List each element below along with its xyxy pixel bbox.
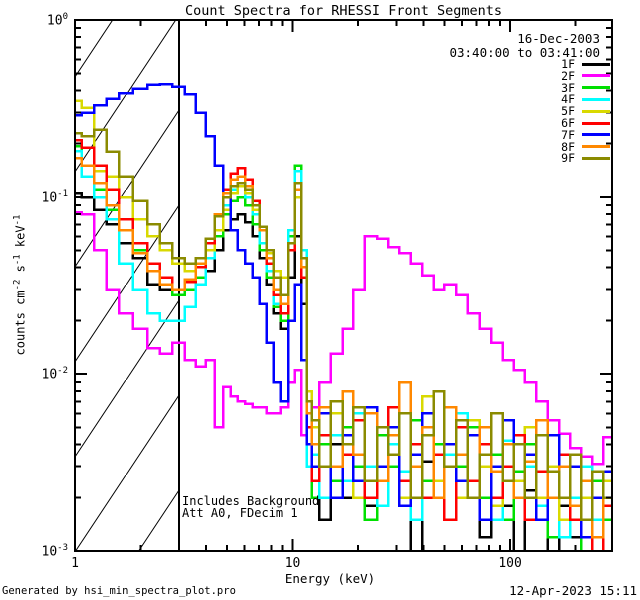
x-tick-label-10: 10 [284,556,301,571]
legend-swatch-6F [582,121,610,125]
annotation-background-note: Includes Background [182,494,320,508]
legend-item-3F: 3F [561,82,610,94]
axis-frame [74,19,613,552]
series-line-9F [75,128,612,522]
render-timestamp: 12-Apr-2023 15:11 [509,583,637,598]
annotation-attenuator-note: Att A0, FDecim 1 [182,506,298,520]
y-axis-title: counts cm-2 s-1 keV-1 [12,214,28,356]
y-tick-label-10e-2: 10-2 [41,366,69,383]
legend-swatch-1F [582,62,610,66]
y-tick-label-10e-3: 10-3 [41,543,69,560]
legend-item-4F: 4F [561,93,610,105]
legend-label-8F: 8F [561,139,575,154]
chart-title: Count Spectra for RHESSI Front Segments [185,3,502,19]
legend-item-8F: 8F [561,141,610,153]
legend-item-6F: 6F [561,117,610,129]
legend-swatch-5F [582,109,610,113]
legend-label-1F: 1F [561,57,575,71]
legend-swatch-3F [582,86,610,90]
legend-label-3F: 3F [561,80,575,95]
x-axis-title: Energy (keV) [284,571,376,586]
series-line-2F [75,211,612,466]
legend-label-2F: 2F [561,68,575,83]
legend-label-5F: 5F [561,104,575,119]
legend-item-7F: 7F [561,129,610,141]
x-tick-label-1: 1 [71,556,79,571]
y-tick-label-10e0: 100 [46,12,68,29]
legend-label-7F: 7F [561,127,575,142]
legend-label-6F: 6F [561,116,575,130]
legend-swatch-7F [582,133,610,137]
legend-label-9F: 9F [561,151,575,166]
y-tick-label-10e-1: 10-1 [41,189,69,206]
generator-credit: Generated by hsi_min_spectra_plot.pro [2,585,236,597]
legend-item-1F: 1F [561,58,610,70]
legend-swatch-2F [582,74,610,78]
observation-time-range: 03:40:00 to 03:41:00 [449,45,600,60]
legend-item-9F: 9F [561,152,610,164]
legend-label-4F: 4F [561,92,575,107]
observation-date: 16-Dec-2003 [517,31,600,46]
legend-item-2F: 2F [561,70,610,82]
legend-swatch-9F [582,156,610,160]
legend-item-5F: 5F [561,105,610,117]
legend-swatch-4F [582,97,610,101]
legend-swatch-8F [582,145,610,149]
x-tick-label-100: 100 [498,556,522,571]
